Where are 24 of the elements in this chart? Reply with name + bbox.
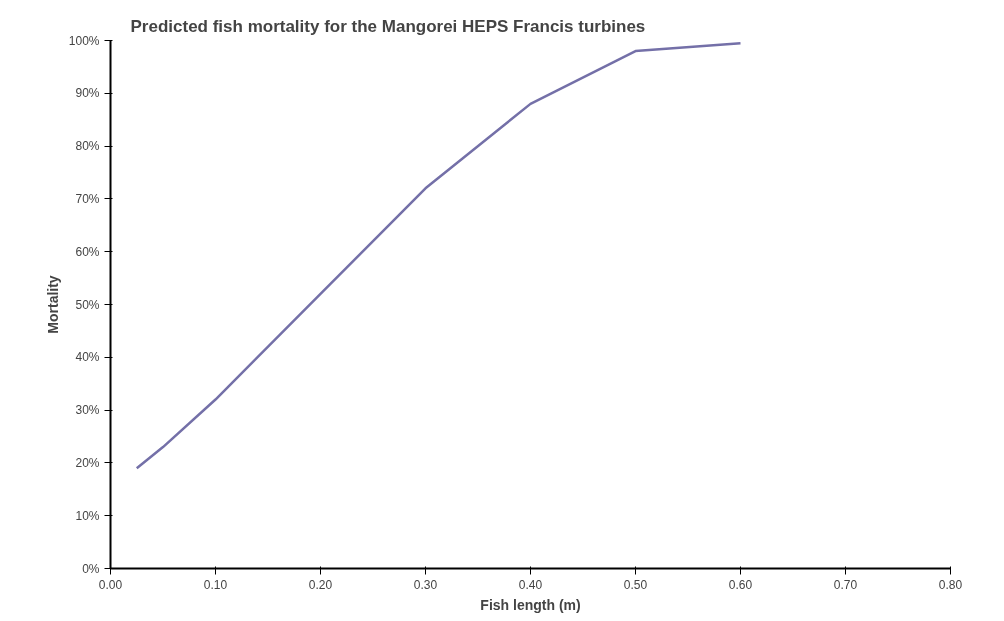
x-tick-label: 0.50 — [623, 577, 648, 592]
y-tick-label: 60% — [75, 244, 100, 259]
line-series — [135, 41, 742, 470]
y-tick-label: 90% — [75, 86, 100, 101]
x-tick-label: 0.80 — [938, 577, 963, 592]
x-tick-label: 0.20 — [308, 577, 333, 592]
x-tick-label: 0.10 — [203, 577, 228, 592]
y-tick-label: 50% — [75, 297, 100, 312]
y-tick-label: 20% — [75, 455, 100, 470]
y-tick-label: 40% — [75, 350, 100, 365]
y-tick-label: 10% — [75, 508, 100, 523]
x-tick-label: 0.00 — [98, 577, 123, 592]
chart-title: Predicted fish mortality for the Mangorei HEPS Francis turbines — [130, 16, 646, 36]
x-axis-title: Fish length (m) — [480, 596, 581, 613]
y-tick-label: 70% — [75, 191, 100, 206]
y-axis-title: Mortality — [44, 275, 61, 334]
y-tick-label: 0% — [82, 561, 100, 576]
y-tick-label: 80% — [75, 139, 100, 154]
x-tick-label: 0.70 — [833, 577, 858, 592]
y-tick-label: 30% — [75, 403, 100, 418]
y-tick-label: 100% — [68, 33, 100, 48]
x-tick-label: 0.60 — [728, 577, 753, 592]
x-tick-label: 0.40 — [518, 577, 543, 592]
x-tick-label: 0.30 — [413, 577, 438, 592]
